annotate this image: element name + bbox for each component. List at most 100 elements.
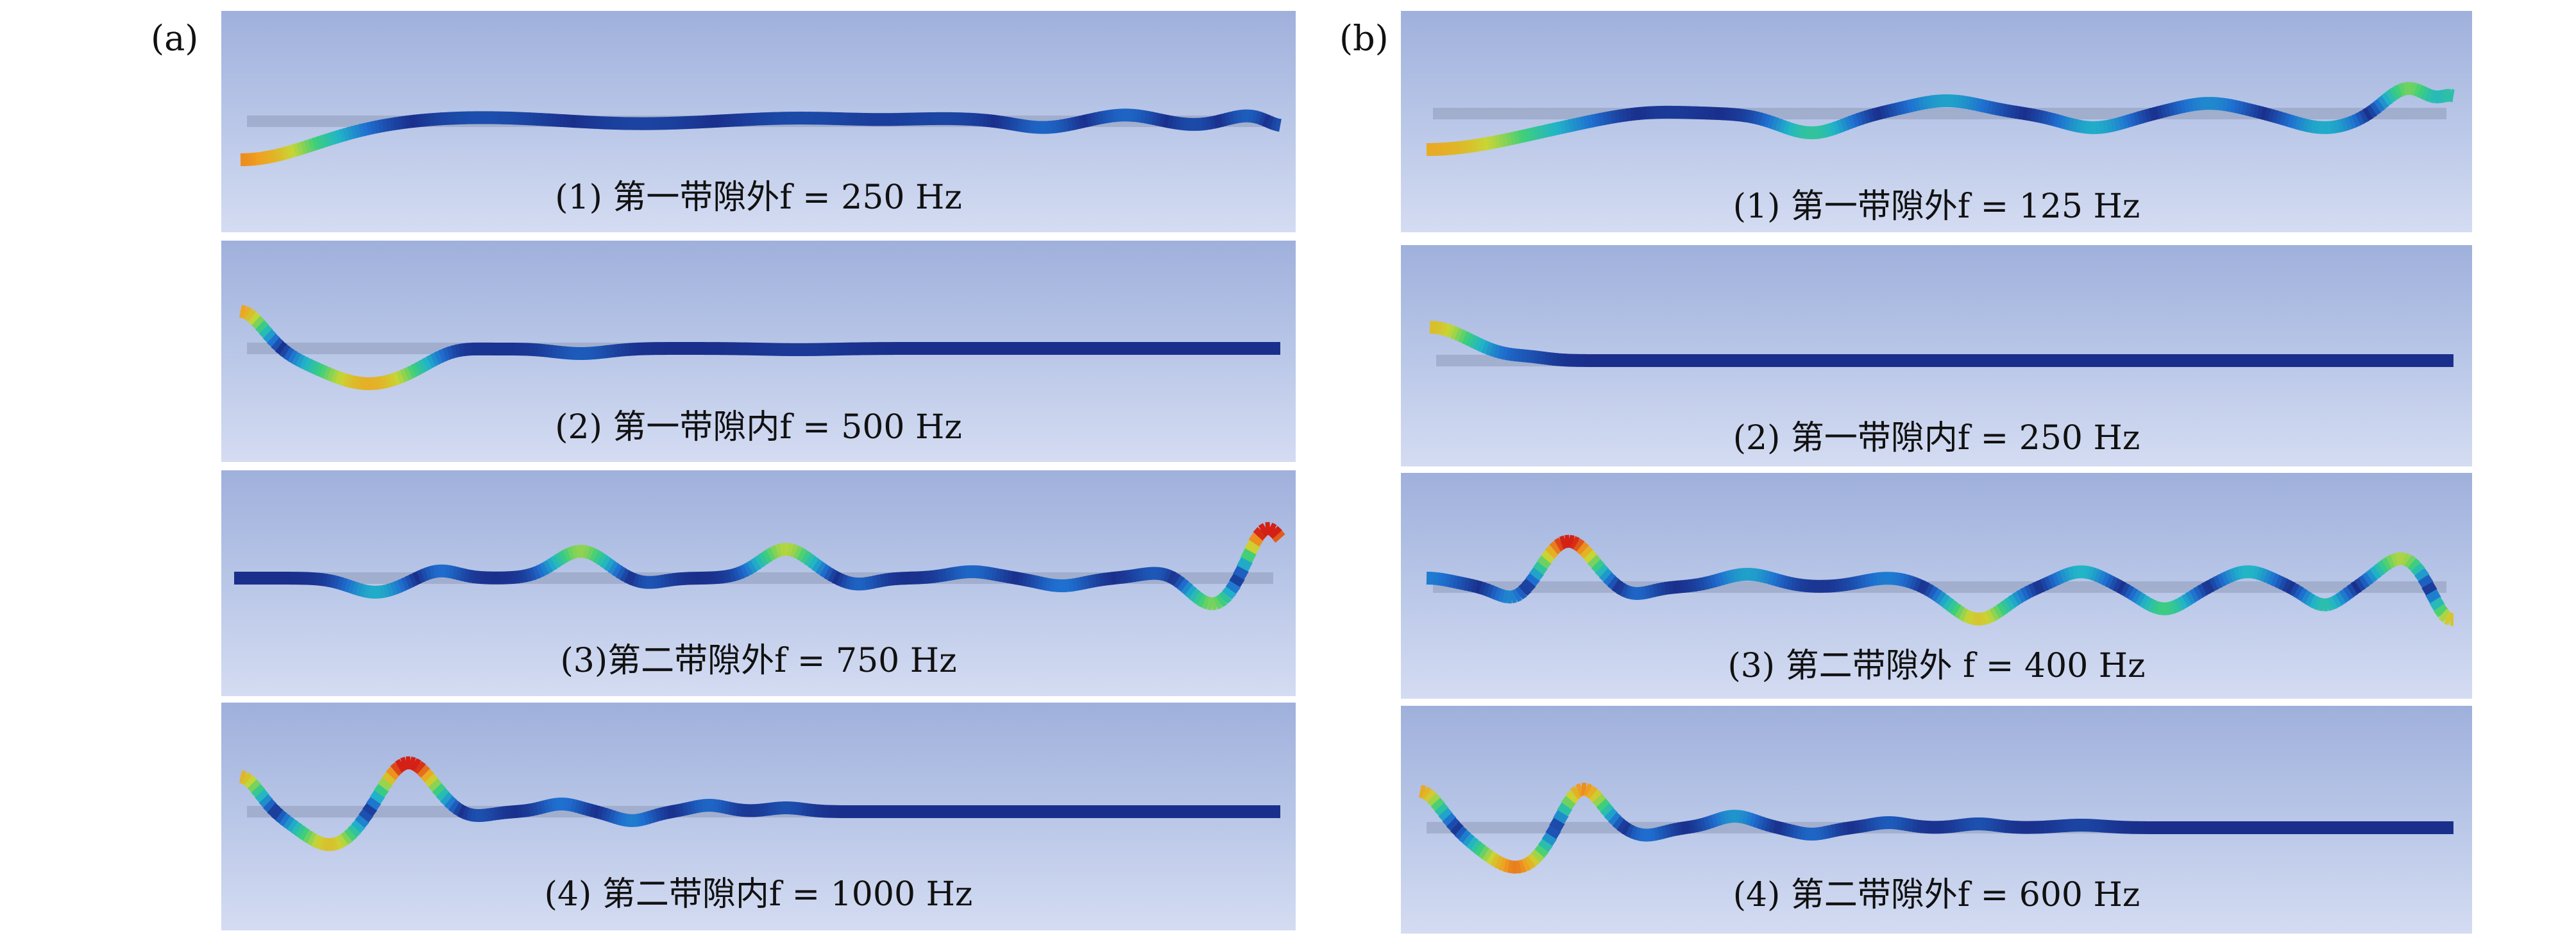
beam-segment (1266, 522, 1277, 536)
beam-segment (1076, 577, 1083, 591)
beam-segment (497, 806, 504, 820)
beam-segment (1987, 101, 1994, 115)
beam-segment (341, 831, 353, 845)
beam-segment (2044, 576, 2053, 590)
beam-segment (1443, 323, 1452, 338)
beam-segment (1906, 99, 1913, 113)
beam-segment (801, 803, 808, 816)
beam-segment (1518, 348, 1523, 363)
beam-segment (1439, 322, 1448, 336)
beam-segment (2358, 574, 2370, 589)
beam-segments (240, 108, 1282, 166)
beam-segment (1621, 821, 1632, 836)
beam-segment (2301, 590, 2312, 604)
beam-segment (2256, 567, 2264, 581)
beam-segment (1935, 591, 1947, 605)
beam-segment (2226, 98, 2233, 112)
beam-segment (1849, 576, 1856, 590)
beam-segment (1071, 117, 1078, 130)
beam-segment (1914, 98, 1921, 112)
beam-segment (325, 837, 330, 851)
beam-segment (548, 345, 554, 358)
beam-segment (308, 138, 316, 152)
beam-segment (811, 558, 824, 573)
beam-segment (1509, 348, 1516, 362)
beam-segment (1486, 851, 1497, 865)
beam-segment (1954, 605, 1965, 619)
beam-segment (244, 308, 257, 323)
beam-segment (1541, 124, 1548, 139)
beam-segment (1179, 117, 1185, 131)
beam-segment (1094, 112, 1101, 126)
beam-segment (641, 575, 648, 589)
beam-segment (1177, 578, 1189, 592)
beam-segment (2294, 116, 2303, 130)
beam-segment (1920, 581, 1931, 595)
beam-segment (1229, 573, 1245, 588)
beam-segment (1737, 568, 1744, 582)
beam-segment (502, 806, 507, 819)
beam-segment (577, 801, 586, 815)
beam-segment (1473, 337, 1483, 351)
beam-segment (2233, 567, 2241, 581)
beam-segment (1534, 844, 1549, 858)
beam-segment (1677, 821, 1684, 835)
beam-segment (864, 576, 871, 590)
beam-segment (2116, 581, 2127, 595)
beam-segment (378, 375, 385, 389)
beam-segment (2237, 565, 2244, 579)
beam-segment (1847, 115, 1857, 129)
beam-segment (1197, 594, 1208, 608)
beam-segment (296, 142, 305, 156)
beam-segments (1426, 534, 2454, 626)
panel-caption: (2) 第一带隙内f = 500 Hz (555, 408, 962, 447)
beam-segment (1607, 576, 1620, 590)
beam-segment (315, 363, 325, 377)
beam-segment (2004, 596, 2016, 611)
beam-segment (690, 800, 697, 814)
deformed-beam-a1 (240, 108, 1282, 166)
beam-segment (476, 570, 482, 585)
beam-segment (654, 808, 663, 822)
beam-segment (543, 560, 554, 574)
beam-segment (2362, 107, 2373, 121)
beam-segment (585, 803, 593, 817)
beam-segment (1498, 857, 1508, 871)
beam-segment (2101, 572, 2111, 586)
beam-segment (1560, 120, 1567, 134)
beam-segment (995, 568, 1002, 582)
beam-segment (1735, 810, 1741, 823)
beam-segment (1219, 590, 1232, 604)
beam-segment (373, 783, 389, 798)
beam-segment (1434, 803, 1449, 817)
beam-segment (1489, 586, 1499, 600)
beam-segment (400, 368, 409, 382)
beam-segment (390, 762, 403, 776)
beam-segment (400, 756, 409, 771)
beam-segment (1900, 817, 1907, 831)
beam-segment (2090, 567, 2099, 581)
beam-segment (374, 376, 381, 390)
beam-segment (994, 115, 1001, 128)
beam-segment (997, 115, 1004, 129)
beam-segment (754, 554, 766, 568)
beam-segment (411, 363, 421, 377)
beam-segment (411, 758, 421, 773)
beam-segment (2275, 575, 2284, 589)
beam-segment (275, 810, 287, 824)
beam-segment (412, 571, 422, 585)
beam-segment (1771, 116, 1779, 131)
beam-segment (1589, 789, 1602, 803)
beam-segment (285, 145, 293, 159)
beam-segment (593, 550, 604, 565)
beam-segment (1703, 816, 1711, 830)
beam-segment (1883, 105, 1891, 119)
beam-segment (674, 803, 681, 817)
beam-segment (793, 545, 803, 560)
beam-segment (670, 805, 677, 818)
beam-segment (414, 760, 426, 775)
beam-segment (758, 552, 770, 566)
beam-segment (424, 773, 439, 787)
beam-segment (550, 554, 561, 569)
beam-segment (824, 567, 835, 581)
